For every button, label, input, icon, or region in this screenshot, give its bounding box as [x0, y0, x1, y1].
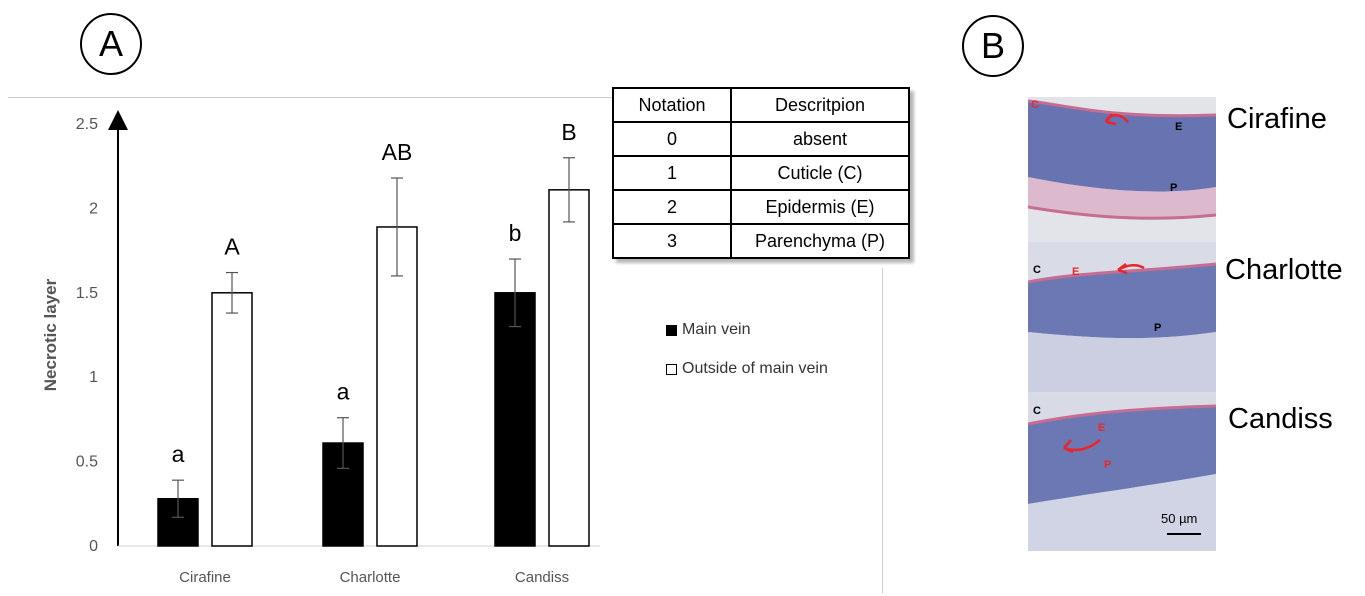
cultivar-label-cirafine: Cirafine — [1227, 103, 1327, 135]
significance-letter: b — [509, 220, 522, 246]
significance-letter: a — [172, 441, 185, 467]
table-row: 3 Parenchyma (P) — [612, 223, 910, 259]
description-cell: Cuticle (C) — [730, 155, 910, 191]
epidermis-marker: E — [1072, 266, 1080, 278]
y-tick-label: 1 — [89, 369, 98, 386]
cuticle-marker: C — [1031, 99, 1039, 111]
bar-main-vein — [494, 292, 536, 547]
micrograph-section-cirafine: C E P — [1028, 97, 1216, 242]
notation-cell: 0 — [612, 121, 732, 157]
tissue-image — [1028, 97, 1216, 242]
scale-bar — [1167, 533, 1201, 535]
tissue-image — [1028, 394, 1216, 551]
description-header: Descritpion — [730, 87, 910, 123]
legend-swatch-filled — [666, 324, 677, 336]
legend-swatch-open — [666, 363, 677, 375]
notation-header: Notation — [612, 87, 732, 123]
description-cell: absent — [730, 121, 910, 157]
bar-outside-main-vein — [211, 292, 253, 547]
cuticle-marker: C — [1033, 264, 1041, 276]
y-tick-label: 2.5 — [76, 116, 98, 133]
tissue-image — [1028, 242, 1216, 394]
tissue-micrograph: C E P C E P C E P — [1028, 97, 1216, 551]
micrograph-section-candiss: C E P — [1028, 394, 1216, 551]
scale-bar-label: 50 µm — [1161, 511, 1198, 526]
chart-frame-top-border — [8, 97, 884, 98]
significance-letter: AB — [382, 139, 413, 165]
y-tick-label: 1.5 — [76, 285, 98, 302]
table-row: 2 Epidermis (E) — [612, 189, 910, 225]
significance-letter: A — [224, 234, 240, 260]
legend-item-main-vein: Main vein — [666, 321, 750, 339]
y-axis-title: Necrotic layer — [41, 278, 60, 391]
chart-frame-right-border — [882, 268, 883, 593]
notation-cell: 1 — [612, 155, 732, 191]
parenchyma-marker: P — [1170, 182, 1178, 194]
notation-table: Notation Descritpion 0 absent 1 Cuticle … — [612, 87, 910, 259]
panel-b-badge: B — [962, 15, 1024, 77]
description-cell: Epidermis (E) — [730, 189, 910, 225]
parenchyma-marker: P — [1104, 459, 1112, 471]
table-row: 1 Cuticle (C) — [612, 155, 910, 191]
legend-item-outside-main-vein: Outside of main vein — [666, 360, 828, 378]
x-tick-label: Candiss — [515, 569, 569, 586]
bar-outside-main-vein — [548, 189, 590, 547]
epidermis-marker: E — [1175, 121, 1183, 133]
significance-letter: B — [561, 119, 576, 145]
description-cell: Parenchyma (P) — [730, 223, 910, 259]
notation-table-header-row: Notation Descritpion — [612, 87, 910, 123]
notation-cell: 2 — [612, 189, 732, 225]
cultivar-label-candiss: Candiss — [1228, 403, 1333, 435]
parenchyma-marker: P — [1154, 322, 1162, 334]
micrograph-section-charlotte: C E P — [1028, 242, 1216, 394]
bar-outside-main-vein — [376, 226, 418, 547]
y-tick-label: 0.5 — [76, 454, 98, 471]
notation-cell: 3 — [612, 223, 732, 259]
legend-label: Outside of main vein — [682, 360, 828, 377]
table-row: 0 absent — [612, 121, 910, 157]
y-tick-label: 2 — [89, 200, 98, 217]
significance-letter: a — [337, 379, 350, 405]
epidermis-marker: E — [1098, 422, 1106, 434]
panel-a-badge: A — [80, 13, 142, 75]
legend-label: Main vein — [682, 321, 751, 338]
cultivar-label-charlotte: Charlotte — [1225, 254, 1343, 286]
cuticle-marker: C — [1033, 405, 1041, 417]
y-tick-label: 0 — [89, 538, 98, 555]
x-tick-label: Charlotte — [340, 569, 401, 586]
x-tick-label: Cirafine — [179, 569, 231, 586]
necrotic-layer-bar-chart: 0 0.5 1 1.5 2 2.5 Necrotic layer Cirafine a A Char… — [41, 110, 600, 586]
